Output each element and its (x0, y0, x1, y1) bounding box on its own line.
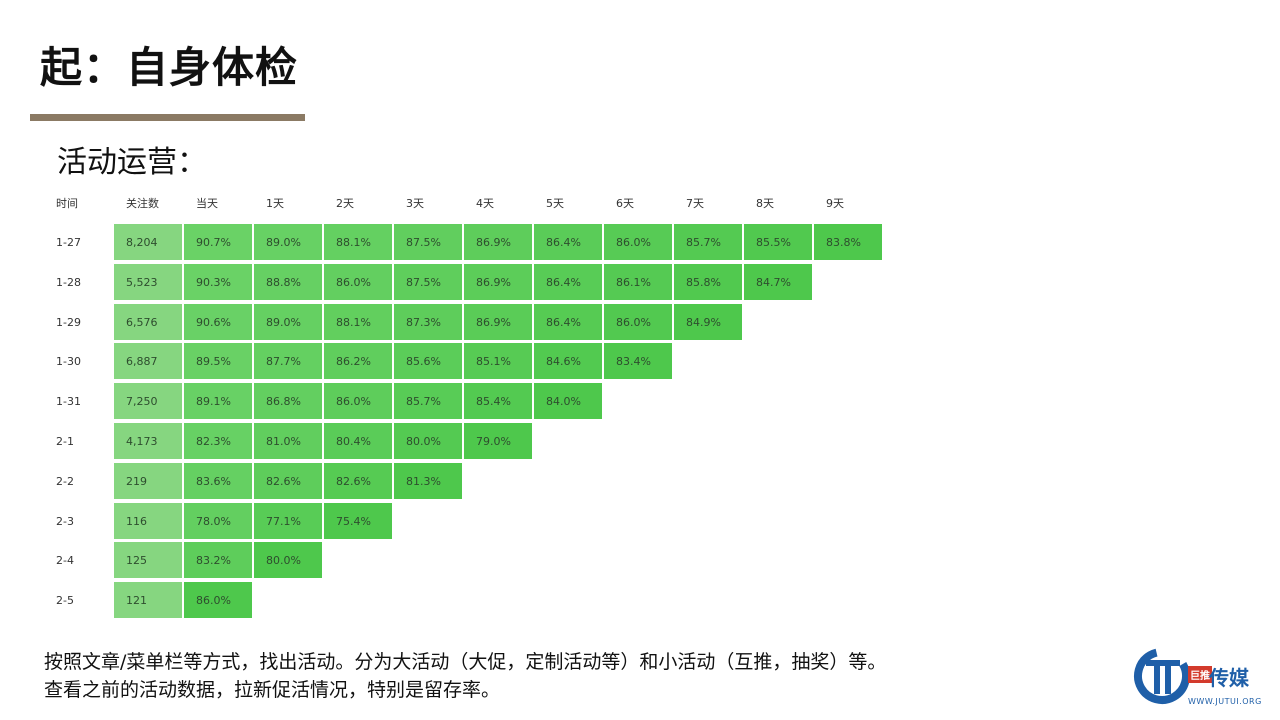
row-date: 2-3 (56, 514, 74, 528)
logo-badge: 巨推 (1188, 666, 1212, 683)
retention-cell: 81.0% (254, 423, 324, 461)
retention-cell: 86.2% (324, 343, 394, 382)
row-date: 1-31 (56, 395, 81, 409)
retention-cell: 85.1% (464, 343, 534, 382)
row-date: 1-29 (56, 315, 81, 329)
header-cell: 5天 (546, 197, 564, 210)
follower-count-cell: 7,250 (114, 383, 184, 422)
header-cell: 2天 (336, 197, 354, 210)
title-underline (30, 114, 305, 121)
retention-cell: 85.4% (464, 383, 534, 422)
retention-cell: 86.0% (324, 263, 394, 302)
retention-cell: 86.0% (604, 303, 674, 342)
retention-cell: 81.3% (394, 462, 464, 501)
retention-cell: 89.0% (254, 224, 324, 262)
retention-cell: 85.5% (744, 224, 814, 262)
row-date: 2-2 (56, 474, 74, 488)
retention-cell: 86.9% (464, 224, 534, 262)
retention-cell: 86.8% (254, 383, 324, 422)
retention-cell: 82.3% (184, 423, 254, 461)
footer-text: 按照文章/菜单栏等方式，找出活动。分为大活动（大促，定制活动等）和小活动（互推，… (44, 648, 886, 704)
follower-count-cell: 121 (114, 582, 184, 621)
retention-cell: 84.7% (744, 263, 814, 302)
logo-name: 传媒 (1209, 666, 1249, 690)
retention-cell: 83.2% (184, 542, 254, 581)
retention-cell: 89.0% (254, 303, 324, 342)
retention-cell: 80.0% (254, 542, 324, 581)
retention-cell: 86.0% (324, 383, 394, 422)
footer-line-2: 查看之前的活动数据，拉新促活情况，特别是留存率。 (44, 679, 501, 701)
retention-cell: 85.7% (394, 383, 464, 422)
retention-cell: 90.6% (184, 303, 254, 342)
retention-cell: 90.7% (184, 224, 254, 262)
header-cell: 3天 (406, 197, 424, 210)
retention-cell: 88.8% (254, 263, 324, 302)
follower-count-cell: 6,887 (114, 343, 184, 382)
retention-cell: 86.4% (534, 224, 604, 262)
follower-count-cell: 219 (114, 462, 184, 501)
retention-cell: 83.8% (814, 224, 884, 262)
slide-title: 起：自身体检 (40, 43, 299, 92)
header-cell: 当天 (196, 197, 218, 210)
row-date: 2-1 (56, 435, 74, 448)
retention-cell: 88.1% (324, 303, 394, 342)
retention-cell: 86.9% (464, 303, 534, 342)
retention-cell: 83.6% (184, 462, 254, 501)
retention-cell: 84.9% (674, 303, 744, 342)
row-date: 1-27 (56, 236, 81, 249)
follower-count-cell: 5,523 (114, 263, 184, 302)
retention-cell: 88.1% (324, 224, 394, 262)
retention-cell: 87.3% (394, 303, 464, 342)
header-cell: 6天 (616, 197, 634, 210)
retention-cell: 87.5% (394, 224, 464, 262)
retention-cell: 85.7% (674, 224, 744, 262)
retention-cell: 79.0% (464, 423, 534, 461)
logo-url: WWW.JUTUI.ORG (1188, 697, 1262, 706)
retention-cell: 86.1% (604, 263, 674, 302)
follower-count-cell: 6,576 (114, 303, 184, 342)
retention-cell: 87.7% (254, 343, 324, 382)
header-cell: 7天 (686, 197, 704, 210)
slide-subtitle: 活动运营： (57, 145, 207, 180)
row-date: 1-28 (56, 275, 81, 289)
retention-cell: 77.1% (254, 502, 324, 541)
retention-cell: 86.0% (184, 582, 254, 621)
retention-cell: 89.1% (184, 383, 254, 422)
row-date: 2-5 (56, 594, 74, 608)
follower-count-cell: 4,173 (114, 423, 184, 461)
retention-cell: 86.4% (534, 303, 604, 342)
header-cell: 9天 (826, 197, 844, 210)
footer-line-1: 按照文章/菜单栏等方式，找出活动。分为大活动（大促，定制活动等）和小活动（互推，… (44, 651, 887, 673)
retention-cell: 80.4% (324, 423, 394, 461)
retention-cell: 89.5% (184, 343, 254, 382)
retention-cell: 87.5% (394, 263, 464, 302)
header-cell: 时间 (56, 197, 78, 210)
retention-cell: 80.0% (394, 423, 464, 461)
retention-cell: 86.0% (604, 224, 674, 262)
follower-count-cell: 8,204 (114, 224, 184, 262)
follower-count-cell: 116 (114, 502, 184, 541)
retention-cell: 86.9% (464, 263, 534, 302)
row-date: 1-30 (56, 355, 81, 369)
header-cell: 4天 (476, 197, 494, 210)
retention-cell: 85.8% (674, 263, 744, 302)
retention-cell: 86.4% (534, 263, 604, 302)
retention-cell: 85.6% (394, 343, 464, 382)
header-cell: 关注数 (126, 197, 159, 210)
header-cell: 1天 (266, 197, 284, 210)
retention-cell: 84.0% (534, 383, 604, 422)
retention-cell: 75.4% (324, 502, 394, 541)
retention-cell: 83.4% (604, 343, 674, 382)
retention-cell: 82.6% (254, 462, 324, 501)
follower-count-cell: 125 (114, 542, 184, 581)
retention-cell: 90.3% (184, 263, 254, 302)
retention-cell: 84.6% (534, 343, 604, 382)
retention-cell: 78.0% (184, 502, 254, 541)
retention-cell: 82.6% (324, 462, 394, 501)
header-cell: 8天 (756, 197, 774, 210)
jutui-logo (1134, 648, 1190, 704)
row-date: 2-4 (56, 554, 74, 568)
